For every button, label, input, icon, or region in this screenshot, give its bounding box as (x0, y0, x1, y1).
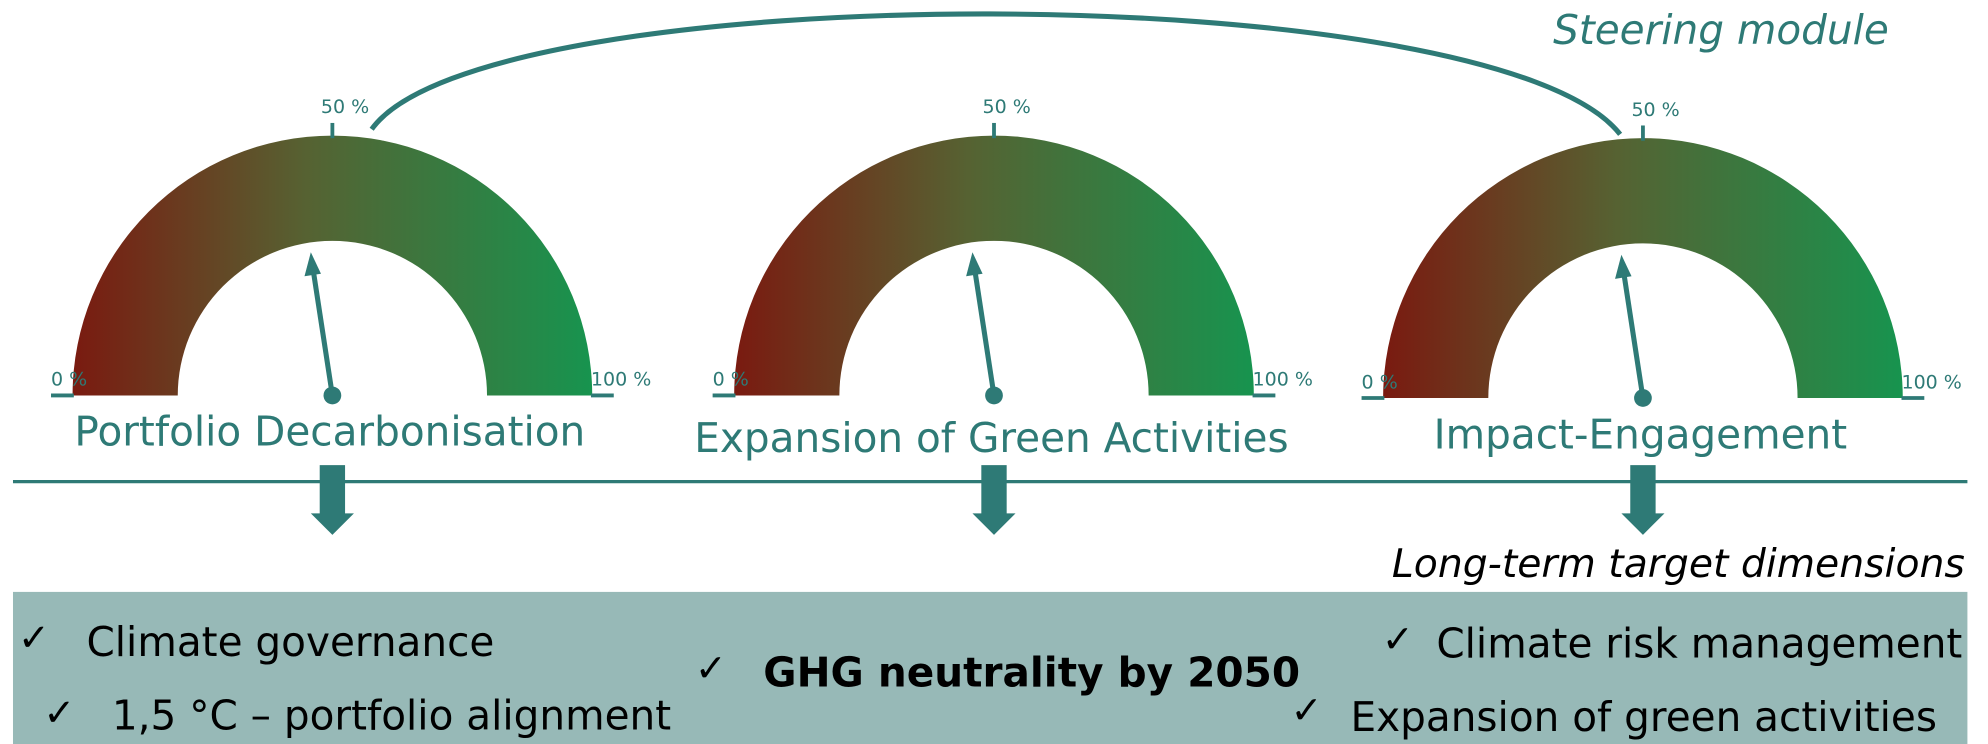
down-arrow (1621, 465, 1665, 535)
down-arrow (310, 465, 354, 535)
needle (1621, 273, 1646, 399)
check-mark: ✓ (695, 646, 727, 690)
target-box (12, 591, 1968, 744)
check-mark: ✓ (43, 690, 75, 734)
needle-pivot (985, 386, 1003, 405)
target-item: Climate risk management (1436, 619, 1962, 667)
min-label: 0 % (713, 369, 749, 391)
max-label: 100 % (1253, 369, 1313, 391)
needle (310, 270, 335, 396)
check-mark: ✓ (1291, 688, 1323, 732)
min-label: 0 % (1362, 371, 1398, 393)
check-mark: ✓ (18, 616, 50, 660)
min-label: 0 % (51, 369, 87, 391)
target-item: GHG neutrality by 2050 (763, 649, 1300, 697)
target-item: Climate governance (86, 618, 494, 666)
needle-head (1615, 254, 1632, 279)
mid-label: 50 % (1631, 99, 1679, 121)
target-item: Expansion of green activities (1351, 693, 1937, 741)
needle (972, 270, 997, 396)
needle-head (304, 252, 321, 277)
max-label: 100 % (1902, 371, 1962, 393)
needle-pivot (1634, 389, 1652, 407)
gauge: 0 % 100 % 50 % Impact-Engagement (1362, 99, 1962, 535)
gauge-arc (734, 135, 1254, 396)
gauge: 0 % 100 % 50 % Portfolio Decarbonisation (51, 96, 651, 535)
gauge-arc (72, 135, 593, 396)
mid-label: 50 % (321, 96, 369, 118)
connector-arc (369, 11, 1623, 136)
gauge-arc (1383, 138, 1903, 398)
title: Steering module (1553, 6, 1889, 54)
gauge-name: Expansion of Green Activities (694, 414, 1288, 462)
gauge-name: Portfolio Decarbonisation (74, 408, 585, 456)
target-item: 1,5 °C – portfolio alignment (112, 692, 671, 740)
gauge: 0 % 100 % 50 % Expansion of Green Activitie… (694, 96, 1313, 535)
gauge-name: Impact-Engagement (1434, 410, 1848, 458)
check-mark: ✓ (1382, 617, 1414, 661)
down-arrow (972, 465, 1016, 535)
subtitle: Long-term target dimensions (1392, 542, 1965, 587)
max-label: 100 % (591, 369, 651, 391)
needle-head (966, 252, 983, 277)
needle-pivot (323, 386, 342, 405)
mid-label: 50 % (983, 96, 1031, 118)
